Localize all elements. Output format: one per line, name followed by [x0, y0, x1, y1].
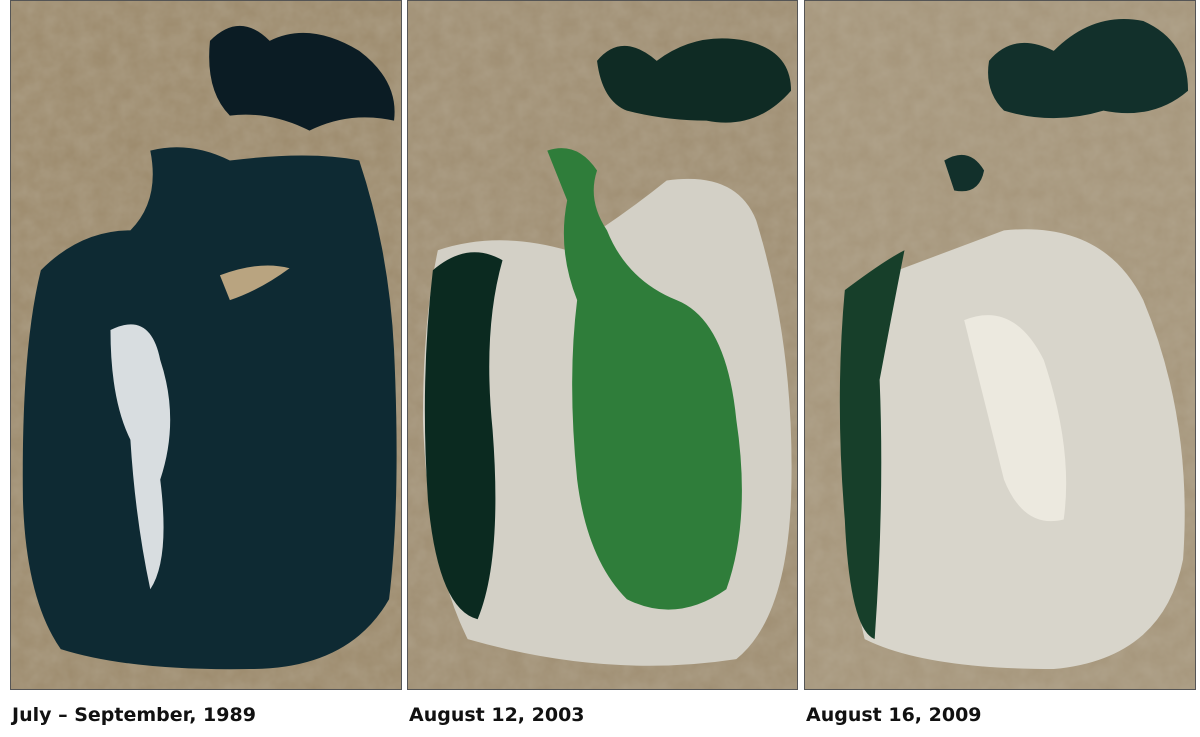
satellite-image-1989: [10, 0, 402, 690]
satellite-image-2003: [407, 0, 798, 690]
caption-2009: August 16, 2009: [806, 704, 982, 726]
satellite-image-2009: [804, 0, 1196, 690]
caption-1989: July – September, 1989: [12, 704, 256, 726]
caption-2003: August 12, 2003: [409, 704, 585, 726]
